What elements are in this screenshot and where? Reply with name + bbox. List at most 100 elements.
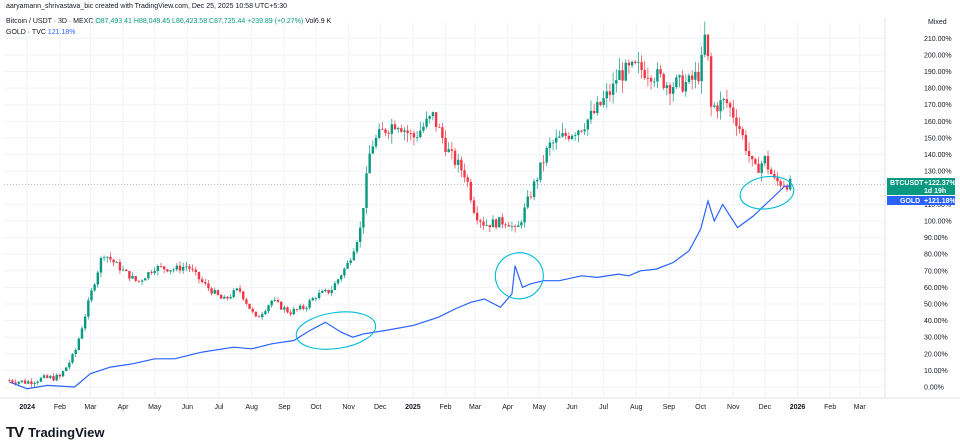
candle-body	[33, 382, 36, 385]
chart-grid	[0, 18, 960, 399]
x-tick-label: Mar	[469, 404, 482, 411]
gold-legend-row[interactable]: GOLD · TVC 121.18%	[6, 27, 331, 38]
candle-body	[311, 298, 314, 301]
btc-candles	[4, 21, 885, 388]
candle-body	[602, 98, 605, 106]
candle-body	[475, 212, 479, 221]
x-tick-label: 2025	[405, 404, 421, 411]
candle-body	[681, 75, 684, 92]
x-tick-label: May	[148, 404, 162, 411]
candle-body	[526, 196, 529, 208]
candle-body	[447, 149, 450, 153]
candle-body	[128, 271, 131, 279]
candle-body	[393, 124, 397, 130]
candle-body	[510, 226, 514, 227]
candle-body	[412, 133, 416, 138]
candle-body	[646, 77, 650, 79]
candle-body	[55, 374, 58, 381]
candle-body	[643, 70, 646, 78]
y-tick-label: 100.00%	[924, 218, 952, 225]
candle-body	[39, 377, 43, 382]
candle-body	[668, 85, 672, 94]
y-tick-label: 70.00%	[924, 268, 948, 275]
x-tick-label: Apr	[118, 404, 130, 411]
candle-body	[501, 217, 504, 225]
candle-body	[438, 126, 441, 128]
candle-body	[513, 226, 517, 227]
candle-body	[656, 69, 659, 82]
candle-body	[264, 311, 267, 315]
candle-body	[624, 62, 627, 81]
candle-body	[523, 207, 526, 223]
gold-value: 121.18%	[47, 29, 76, 36]
candle-body	[456, 159, 460, 165]
candle-body	[286, 307, 289, 313]
candle-body	[115, 262, 118, 263]
candle-body	[760, 163, 763, 173]
candle-body	[687, 75, 691, 82]
y-tick-label: 180.00%	[924, 86, 952, 93]
candle-body	[273, 300, 277, 301]
candle-body	[747, 150, 751, 156]
annotations	[295, 175, 795, 350]
candle-body	[520, 222, 523, 226]
footer-brand[interactable]: TV TradingView	[6, 424, 105, 441]
candle-body	[751, 155, 754, 160]
scale-mode-label[interactable]: Mixed	[928, 19, 947, 26]
candle-body	[355, 241, 359, 252]
candle-body	[498, 217, 501, 228]
candle-body	[577, 130, 580, 136]
candle-body	[137, 280, 141, 282]
y-tick-label: 190.00%	[924, 69, 952, 76]
candle-body	[441, 127, 444, 138]
x-tick-label: Mar	[84, 404, 97, 411]
candle-body	[776, 177, 779, 182]
candle-body	[536, 179, 539, 182]
candle-body	[23, 380, 27, 384]
candle-body	[254, 311, 258, 317]
candle-body	[20, 380, 24, 382]
candle-body	[551, 142, 555, 144]
candle-body	[703, 34, 706, 55]
candle-body	[611, 83, 615, 95]
candle-body	[403, 130, 406, 132]
candle-body	[83, 316, 87, 329]
candle-body	[90, 290, 93, 301]
x-tick-label: Mar	[854, 404, 867, 411]
candle-body	[460, 159, 463, 171]
candle-body	[226, 296, 229, 299]
candle-body	[223, 296, 226, 299]
candle-body	[210, 288, 213, 294]
candle-body	[181, 266, 185, 271]
candle-body	[542, 162, 545, 164]
candle-body	[36, 381, 39, 383]
candle-body	[592, 110, 596, 114]
candle-body	[169, 270, 172, 272]
candle-body	[665, 85, 669, 89]
candle-body	[77, 338, 81, 350]
y-axis: 210.00% 200.00% 190.00% 180.00% 170.00% 160.0…	[924, 36, 952, 392]
btc-legend-row[interactable]: Bitcoin / USDT · 3D · MEXC O87,493.41 H8…	[6, 16, 331, 27]
candle-body	[358, 227, 362, 242]
candle-body	[450, 149, 454, 151]
tradingview-logo-icon: TV	[6, 424, 24, 441]
candle-body	[172, 269, 175, 271]
candle-body	[599, 102, 602, 106]
price-chart[interactable]: 210.00% 200.00% 190.00% 180.00% 170.00% 160.0…	[0, 0, 960, 420]
candle-body	[343, 268, 346, 276]
candle-body	[99, 257, 103, 273]
chart-caption: aaryamann_shrivastava_bic created with T…	[6, 3, 288, 10]
candle-body	[61, 371, 65, 377]
candle-body	[662, 74, 665, 89]
candle-body	[42, 375, 46, 378]
candle-body	[709, 56, 713, 107]
y-tick-label: 90.00%	[924, 235, 948, 242]
candle-body	[112, 259, 115, 263]
candle-body	[415, 137, 419, 138]
candle-body	[302, 305, 305, 309]
candle-body	[71, 354, 74, 363]
candle-body	[46, 375, 49, 378]
candle-body	[615, 80, 618, 84]
candle-body	[713, 105, 716, 107]
y-tick-label: 140.00%	[924, 152, 952, 159]
